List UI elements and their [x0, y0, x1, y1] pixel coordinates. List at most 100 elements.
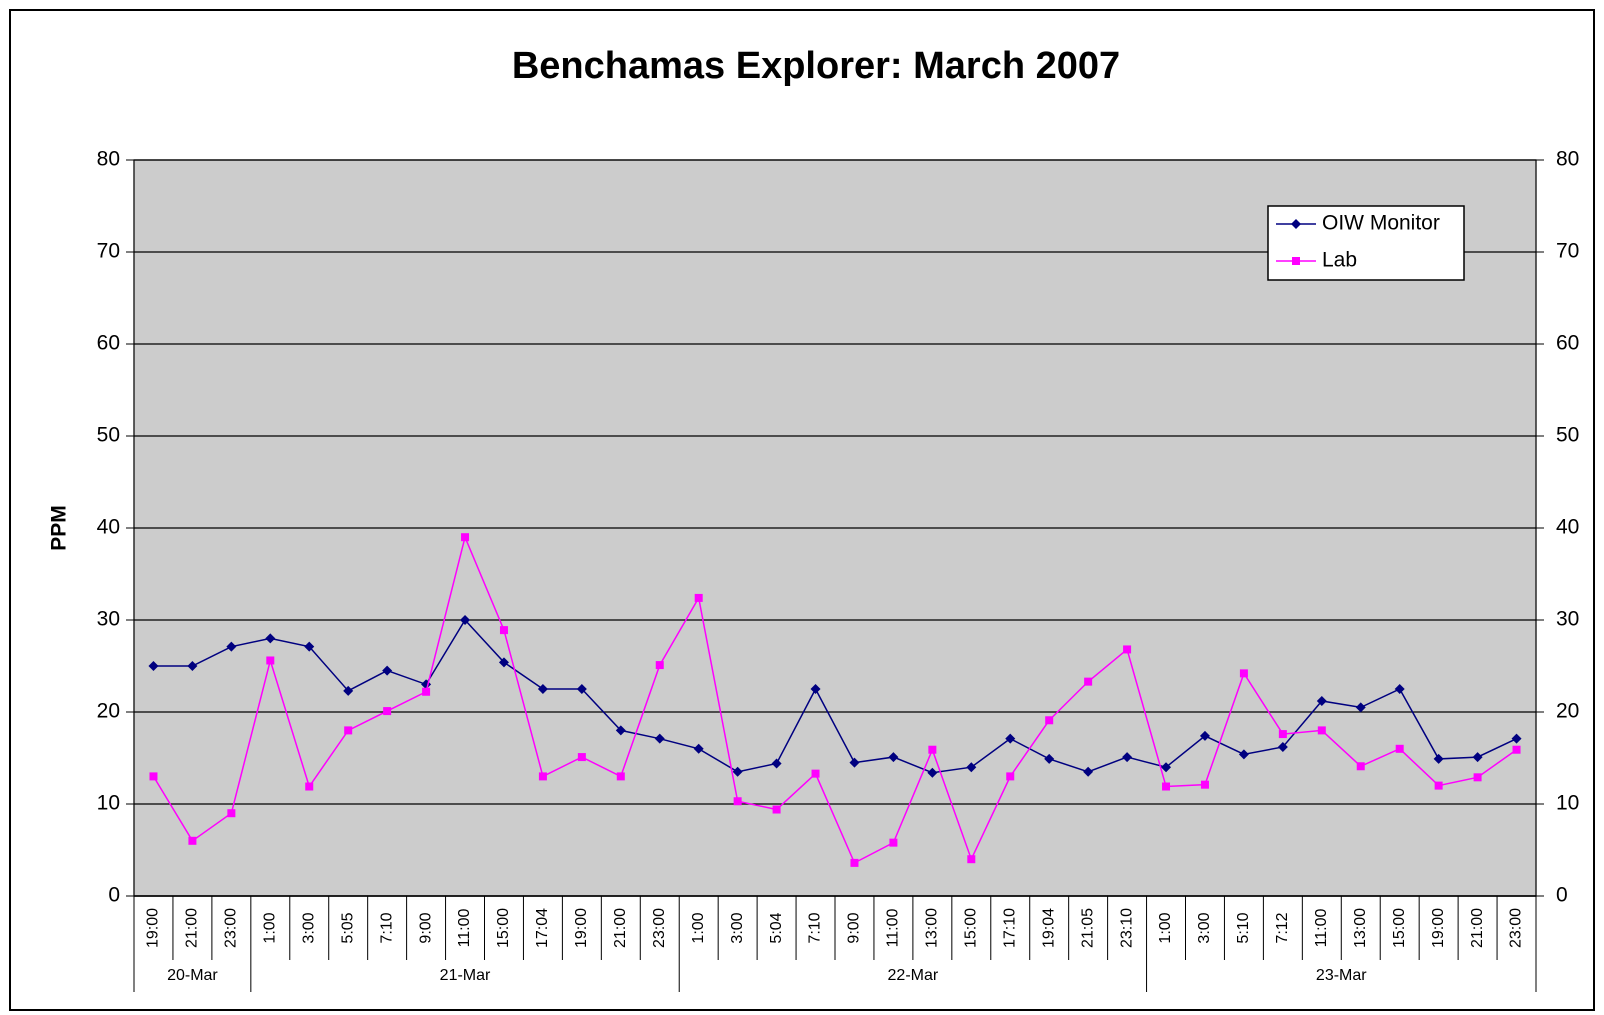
data-point	[1277, 741, 1288, 752]
data-point	[654, 733, 665, 744]
data-point	[615, 725, 626, 736]
x-group-label: 20-Mar	[167, 967, 218, 984]
x-tick-label: 23:00	[651, 908, 668, 948]
x-tick-label: 7:12	[1274, 912, 1291, 943]
x-tick-label: 17:10	[1001, 908, 1018, 948]
data-point	[810, 684, 821, 694]
x-tick-label: 1:00	[690, 912, 707, 943]
y-tick-label: 10	[97, 792, 120, 815]
data-point	[1355, 702, 1366, 713]
x-tick-label: 19:00	[573, 908, 590, 948]
x-tick-label: 11:00	[456, 908, 473, 947]
data-point	[889, 838, 898, 847]
y2-tick-label: 30	[1556, 608, 1579, 631]
data-point	[1356, 762, 1365, 771]
x-tick-label: 23:00	[1508, 908, 1525, 948]
y-tick-label: 20	[97, 700, 120, 723]
data-point	[966, 762, 977, 773]
data-point	[1084, 677, 1093, 686]
data-point	[1161, 762, 1172, 773]
data-point	[537, 684, 548, 694]
data-point	[850, 858, 859, 867]
x-tick-label: 17:04	[534, 908, 551, 948]
y-tick-label: 40	[97, 516, 120, 539]
data-point	[694, 593, 703, 602]
data-point	[422, 687, 431, 696]
data-point	[733, 797, 742, 806]
y-axis-label: PPM	[48, 505, 71, 551]
data-point	[149, 772, 158, 781]
data-point	[265, 633, 276, 644]
legend-marker	[1291, 219, 1301, 229]
data-point	[693, 743, 704, 754]
data-point	[1122, 752, 1133, 763]
chart-title: Benchamas Explorer: March 2007	[512, 45, 1120, 87]
data-point	[771, 758, 782, 769]
x-tick-label: 9:00	[846, 912, 863, 943]
y2-tick-label: 10	[1556, 792, 1579, 815]
data-point	[344, 726, 353, 735]
x-tick-label: 3:00	[300, 912, 317, 943]
data-point	[1239, 669, 1248, 678]
data-point	[1394, 684, 1405, 694]
data-point	[1200, 780, 1209, 789]
data-point	[888, 752, 899, 763]
x-tick-label: 11:00	[885, 908, 902, 947]
series-line	[152, 534, 1517, 864]
data-point	[1162, 782, 1171, 791]
data-point	[1317, 726, 1326, 735]
y-tick-label: 50	[97, 424, 120, 447]
data-point	[1278, 730, 1287, 739]
x-group-label: 23-Mar	[1316, 967, 1367, 984]
y-tick-label: 0	[108, 884, 120, 907]
x-tick-label: 23:10	[1118, 908, 1135, 948]
y2-tick-label: 60	[1556, 332, 1579, 355]
y-tick-label: 30	[97, 608, 120, 631]
data-point	[1512, 745, 1521, 754]
x-tick-label: 9:00	[417, 912, 434, 943]
x-tick-label: 1:00	[1157, 912, 1174, 943]
data-point	[148, 661, 159, 671]
data-point	[266, 656, 275, 665]
data-point	[461, 533, 470, 542]
data-point	[928, 745, 937, 754]
y2-tick-label: 20	[1556, 700, 1579, 723]
data-point	[538, 772, 547, 781]
legend-label: OIW Monitor	[1322, 212, 1440, 235]
x-tick-label: 15:00	[495, 908, 512, 948]
data-point	[811, 769, 820, 778]
data-point	[1044, 753, 1055, 764]
x-tick-label: 21:00	[184, 908, 201, 948]
data-point	[227, 809, 236, 818]
data-point	[1433, 753, 1444, 764]
x-tick-label: 3:00	[729, 912, 746, 943]
y2-tick-label: 0	[1556, 884, 1568, 907]
x-group-label: 21-Mar	[440, 967, 491, 984]
x-tick-label: 7:10	[807, 912, 824, 943]
x-tick-label: 21:05	[1079, 908, 1096, 948]
data-point	[1083, 766, 1094, 777]
x-tick-label: 23:00	[223, 908, 240, 948]
x-tick-label: 1:00	[262, 912, 279, 943]
x-tick-label: 7:10	[378, 912, 395, 943]
data-point	[382, 665, 393, 676]
y2-tick-label: 70	[1556, 240, 1579, 263]
y-tick-label: 80	[97, 148, 120, 171]
data-point	[305, 782, 314, 791]
data-point	[849, 757, 860, 768]
data-point	[343, 685, 354, 696]
data-point	[655, 661, 664, 670]
data-point	[499, 626, 508, 635]
x-tick-label: 5:04	[768, 912, 785, 943]
data-point	[1199, 730, 1210, 741]
y2-tick-label: 50	[1556, 424, 1579, 447]
y-tick-label: 70	[97, 240, 120, 263]
data-point	[498, 657, 509, 668]
data-point	[1045, 716, 1054, 725]
data-point	[1006, 772, 1015, 781]
legend-label: Lab	[1322, 249, 1357, 272]
x-tick-label: 3:00	[1196, 912, 1213, 943]
y2-tick-label: 40	[1556, 516, 1579, 539]
data-point	[1511, 733, 1522, 744]
